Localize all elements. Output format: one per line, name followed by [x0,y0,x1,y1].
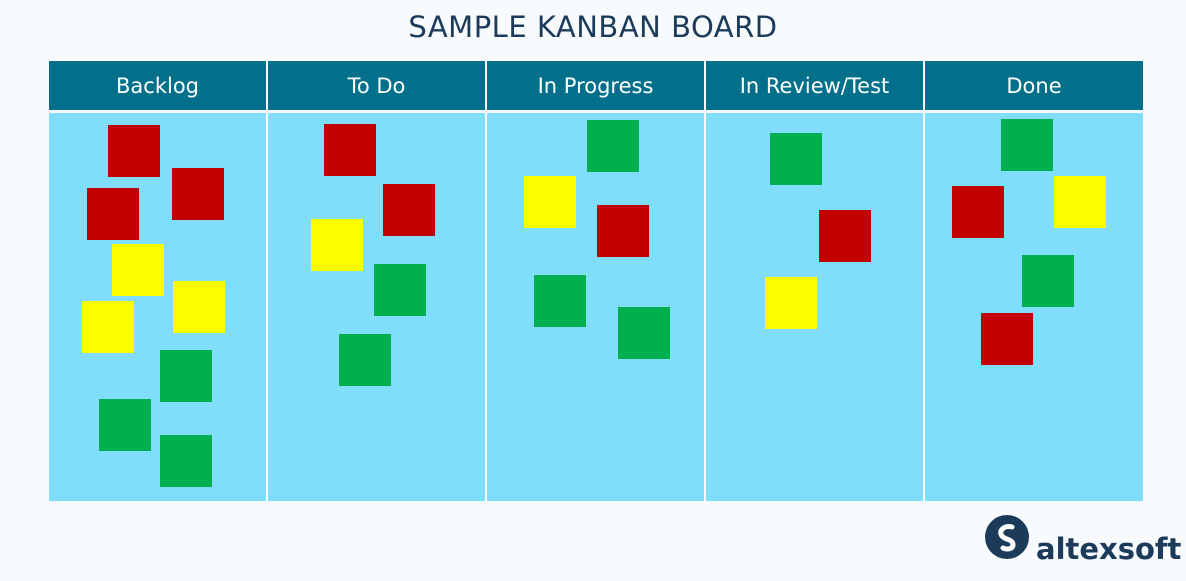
green-task-card[interactable] [618,307,670,359]
column-header-in-progress[interactable]: In Progress [487,61,704,110]
green-task-card[interactable] [374,264,426,316]
page-title: SAMPLE KANBAN BOARD [408,10,778,44]
column-in-progress: In Progress [487,61,704,501]
kanban-board: Backlog To Do In Progress In Review/Test… [49,61,1143,501]
red-task-card[interactable] [87,188,139,240]
red-task-card[interactable] [819,210,871,262]
red-task-card[interactable] [952,186,1004,238]
red-task-card[interactable] [324,124,376,176]
green-task-card[interactable] [339,334,391,386]
column-header-backlog[interactable]: Backlog [49,61,266,110]
yellow-task-card[interactable] [82,301,134,353]
column-body-todo [268,113,485,501]
altexsoft-logo-text: altexsoft [1036,532,1182,566]
column-in-review-test: In Review/Test [706,61,923,501]
yellow-task-card[interactable] [524,176,576,228]
column-body-in-review-test [706,113,923,501]
green-task-card[interactable] [160,350,212,402]
green-task-card[interactable] [99,399,151,451]
green-task-card[interactable] [1001,119,1053,171]
yellow-task-card[interactable] [112,244,164,296]
yellow-task-card[interactable] [1054,176,1106,228]
altexsoft-logo-icon [985,515,1029,559]
green-task-card[interactable] [534,275,586,327]
column-header-todo[interactable]: To Do [268,61,485,110]
yellow-task-card[interactable] [765,277,817,329]
green-task-card[interactable] [587,120,639,172]
altexsoft-logo: altexsoft [984,514,1181,570]
column-body-done [925,113,1143,501]
green-task-card[interactable] [160,435,212,487]
column-todo: To Do [268,61,485,501]
red-task-card[interactable] [108,125,160,177]
yellow-task-card[interactable] [173,281,225,333]
red-task-card[interactable] [981,313,1033,365]
column-body-backlog [49,113,266,501]
column-done: Done [925,61,1143,501]
column-body-in-progress [487,113,704,501]
column-header-in-review-test[interactable]: In Review/Test [706,61,923,110]
red-task-card[interactable] [597,205,649,257]
column-header-done[interactable]: Done [925,61,1143,110]
red-task-card[interactable] [172,168,224,220]
column-backlog: Backlog [49,61,266,501]
red-task-card[interactable] [383,184,435,236]
green-task-card[interactable] [1022,255,1074,307]
green-task-card[interactable] [770,133,822,185]
yellow-task-card[interactable] [311,219,363,271]
